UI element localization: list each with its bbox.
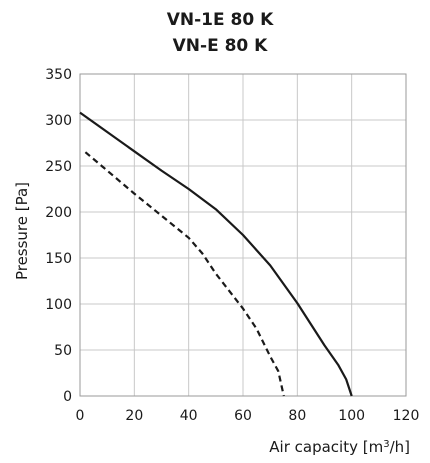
y-tick-label: 100 xyxy=(45,297,72,313)
series-line-solid xyxy=(79,111,353,397)
chart-title-line-1: VN-1E 80 K xyxy=(166,10,274,30)
plot-frame xyxy=(79,73,407,397)
series-group xyxy=(79,111,353,397)
series-line-dashed xyxy=(84,151,285,397)
x-tick-label: 20 xyxy=(125,408,143,424)
y-tick-label: 0 xyxy=(63,389,72,405)
y-tick-label: 200 xyxy=(45,205,72,221)
x-tick-label: 100 xyxy=(338,408,365,424)
y-tick-label: 50 xyxy=(54,343,72,359)
chart-title-line-2: VN-E 80 K xyxy=(172,36,268,56)
y-tick-label: 300 xyxy=(45,113,72,129)
x-tick-label: 0 xyxy=(76,408,85,424)
x-axis-label: Air capacity [m3/h] xyxy=(269,438,410,456)
y-tick-label: 150 xyxy=(45,251,72,267)
tick-labels: 0 20 40 60 80 100 120 0 50 100 150 200 250 300 350 xyxy=(45,67,419,424)
y-axis-label: Pressure [Pa] xyxy=(13,182,31,280)
x-tick-label: 80 xyxy=(288,408,306,424)
y-tick-label: 350 xyxy=(45,67,72,83)
x-tick-label: 40 xyxy=(180,408,198,424)
x-tick-label: 120 xyxy=(393,408,420,424)
x-tick-label: 60 xyxy=(234,408,252,424)
y-tick-label: 250 xyxy=(45,159,72,175)
